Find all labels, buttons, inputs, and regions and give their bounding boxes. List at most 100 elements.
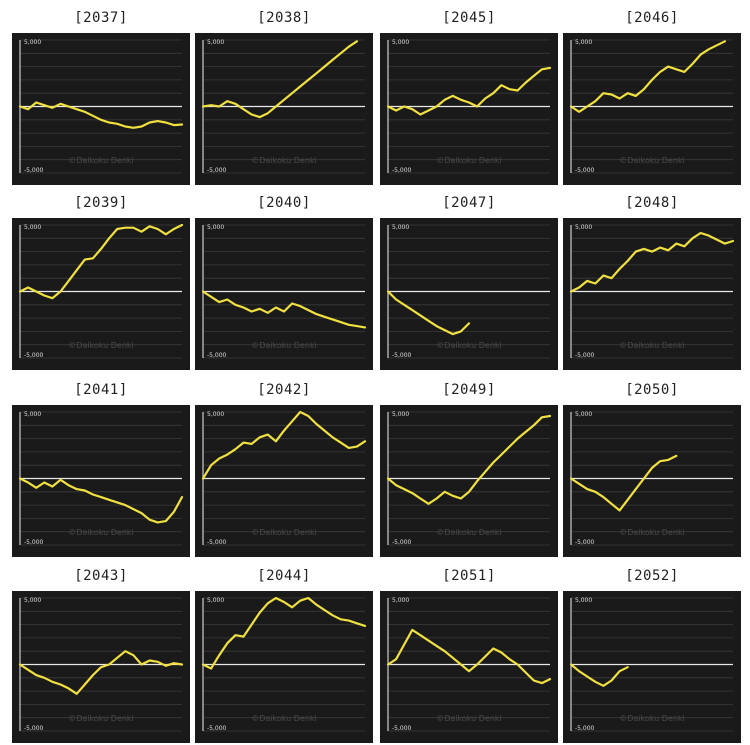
line-chart: ©Daikoku Denki 5,000 -5,000 bbox=[386, 224, 550, 359]
watermark-text: ©Daikoku Denki bbox=[619, 714, 685, 723]
graph-panel: ©Daikoku Denki 5,000 -5,000 bbox=[12, 405, 190, 557]
graph-card: [2050] ©Daikoku Denki 5,000 -5,000 bbox=[563, 377, 741, 557]
watermark-text: ©Daikoku Denki bbox=[619, 528, 685, 537]
graph-card: [2045] ©Daikoku Denki 5,000 -5,000 bbox=[380, 5, 558, 185]
graph-panel: ©Daikoku Denki 5,000 -5,000 bbox=[380, 218, 558, 370]
graph-panel: ©Daikoku Denki 5,000 -5,000 bbox=[563, 405, 741, 557]
machine-number-title: [2049] bbox=[442, 382, 496, 398]
graph-card: [2044] ©Daikoku Denki 5,000 -5,000 bbox=[195, 563, 373, 743]
line-chart: ©Daikoku Denki 5,000 -5,000 bbox=[386, 597, 552, 732]
series-line bbox=[201, 596, 367, 670]
line-chart: ©Daikoku Denki 5,000 -5,000 bbox=[18, 39, 184, 174]
y-max-tick-label: 5,000 bbox=[392, 39, 409, 46]
y-min-tick-label: -5,000 bbox=[575, 725, 595, 732]
machine-number-title: [2050] bbox=[625, 382, 679, 398]
machine-number-title: [2052] bbox=[625, 568, 679, 584]
machine-number-title: [2039] bbox=[74, 195, 128, 211]
y-min-tick-label: -5,000 bbox=[575, 167, 595, 174]
series-line bbox=[569, 454, 678, 512]
graph-panel: ©Daikoku Denki 5,000 -5,000 bbox=[195, 405, 373, 557]
machine-number-title: [2045] bbox=[442, 10, 496, 26]
graph-card: [2049] ©Daikoku Denki 5,000 -5,000 bbox=[380, 377, 558, 557]
watermark-text: ©Daikoku Denki bbox=[68, 528, 134, 537]
y-max-tick-label: 5,000 bbox=[207, 597, 224, 604]
machine-number-title: [2037] bbox=[74, 10, 128, 26]
machine-number-title: [2038] bbox=[257, 10, 311, 26]
line-chart: ©Daikoku Denki 5,000 -5,000 bbox=[569, 411, 733, 546]
graph-panel: ©Daikoku Denki 5,000 -5,000 bbox=[12, 591, 190, 743]
machine-number-title: [2042] bbox=[257, 382, 311, 398]
graph-panel: ©Daikoku Denki 5,000 -5,000 bbox=[195, 591, 373, 743]
series-line bbox=[18, 477, 184, 524]
line-chart: ©Daikoku Denki 5,000 -5,000 bbox=[569, 39, 733, 174]
series-line bbox=[569, 231, 735, 293]
watermark-text: ©Daikoku Denki bbox=[251, 714, 317, 723]
watermark-text: ©Daikoku Denki bbox=[68, 714, 134, 723]
machine-number-title: [2051] bbox=[442, 568, 496, 584]
machine-number-title: [2043] bbox=[74, 568, 128, 584]
series-line bbox=[201, 410, 367, 480]
series-line bbox=[569, 663, 629, 687]
y-min-tick-label: -5,000 bbox=[207, 539, 227, 546]
graph-card: [2051] ©Daikoku Denki 5,000 -5,000 bbox=[380, 563, 558, 743]
line-chart: ©Daikoku Denki 5,000 -5,000 bbox=[18, 597, 184, 732]
graph-panel: ©Daikoku Denki 5,000 -5,000 bbox=[380, 405, 558, 557]
y-min-tick-label: -5,000 bbox=[24, 352, 44, 359]
graph-card: [2038] ©Daikoku Denki 5,000 -5,000 bbox=[195, 5, 373, 185]
line-chart: ©Daikoku Denki 5,000 -5,000 bbox=[386, 411, 552, 546]
y-min-tick-label: -5,000 bbox=[24, 539, 44, 546]
y-max-tick-label: 5,000 bbox=[575, 39, 592, 46]
y-min-tick-label: -5,000 bbox=[392, 352, 412, 359]
y-max-tick-label: 5,000 bbox=[575, 597, 592, 604]
y-min-tick-label: -5,000 bbox=[24, 725, 44, 732]
series-line bbox=[386, 414, 552, 505]
graph-panel: ©Daikoku Denki 5,000 -5,000 bbox=[380, 33, 558, 185]
machine-number-title: [2046] bbox=[625, 10, 679, 26]
graph-card: [2048] ©Daikoku Denki 5,000 -5,000 bbox=[563, 190, 741, 370]
y-max-tick-label: 5,000 bbox=[207, 411, 224, 418]
line-chart: ©Daikoku Denki 5,000 -5,000 bbox=[201, 39, 365, 174]
line-chart: ©Daikoku Denki 5,000 -5,000 bbox=[201, 410, 367, 546]
y-max-tick-label: 5,000 bbox=[207, 224, 224, 231]
y-min-tick-label: -5,000 bbox=[392, 539, 412, 546]
line-chart: ©Daikoku Denki 5,000 -5,000 bbox=[569, 224, 735, 359]
line-chart: ©Daikoku Denki 5,000 -5,000 bbox=[569, 597, 733, 732]
series-line bbox=[386, 628, 552, 685]
watermark-text: ©Daikoku Denki bbox=[251, 341, 317, 350]
series-line bbox=[201, 290, 367, 329]
line-chart: ©Daikoku Denki 5,000 -5,000 bbox=[18, 223, 184, 359]
y-max-tick-label: 5,000 bbox=[575, 411, 592, 418]
graph-panel: ©Daikoku Denki 5,000 -5,000 bbox=[380, 591, 558, 743]
graph-panel: ©Daikoku Denki 5,000 -5,000 bbox=[563, 33, 741, 185]
watermark-text: ©Daikoku Denki bbox=[436, 528, 502, 537]
line-chart: ©Daikoku Denki 5,000 -5,000 bbox=[386, 39, 552, 174]
graph-panel: ©Daikoku Denki 5,000 -5,000 bbox=[195, 218, 373, 370]
watermark-text: ©Daikoku Denki bbox=[619, 341, 685, 350]
graph-panel: ©Daikoku Denki 5,000 -5,000 bbox=[12, 218, 190, 370]
line-chart: ©Daikoku Denki 5,000 -5,000 bbox=[201, 596, 367, 732]
y-max-tick-label: 5,000 bbox=[207, 39, 224, 46]
machine-number-title: [2041] bbox=[74, 382, 128, 398]
line-chart: ©Daikoku Denki 5,000 -5,000 bbox=[18, 411, 184, 546]
watermark-text: ©Daikoku Denki bbox=[436, 341, 502, 350]
watermark-text: ©Daikoku Denki bbox=[436, 714, 502, 723]
graph-panel: ©Daikoku Denki 5,000 -5,000 bbox=[195, 33, 373, 185]
y-max-tick-label: 5,000 bbox=[575, 224, 592, 231]
graph-card: [2037] ©Daikoku Denki 5,000 -5,000 bbox=[12, 5, 190, 185]
y-min-tick-label: -5,000 bbox=[392, 725, 412, 732]
graph-card: [2041] ©Daikoku Denki 5,000 -5,000 bbox=[12, 377, 190, 557]
watermark-text: ©Daikoku Denki bbox=[436, 156, 502, 165]
machine-number-title: [2047] bbox=[442, 195, 496, 211]
y-max-tick-label: 5,000 bbox=[24, 224, 41, 231]
series-line bbox=[18, 223, 184, 300]
graph-card: [2042] ©Daikoku Denki 5,000 -5,000 bbox=[195, 377, 373, 557]
graph-panel: ©Daikoku Denki 5,000 -5,000 bbox=[563, 218, 741, 370]
y-max-tick-label: 5,000 bbox=[392, 411, 409, 418]
watermark-text: ©Daikoku Denki bbox=[619, 156, 685, 165]
series-line bbox=[201, 40, 358, 119]
series-line bbox=[18, 101, 184, 129]
y-min-tick-label: -5,000 bbox=[575, 352, 595, 359]
machine-number-title: [2040] bbox=[257, 195, 311, 211]
watermark-text: ©Daikoku Denki bbox=[251, 156, 317, 165]
